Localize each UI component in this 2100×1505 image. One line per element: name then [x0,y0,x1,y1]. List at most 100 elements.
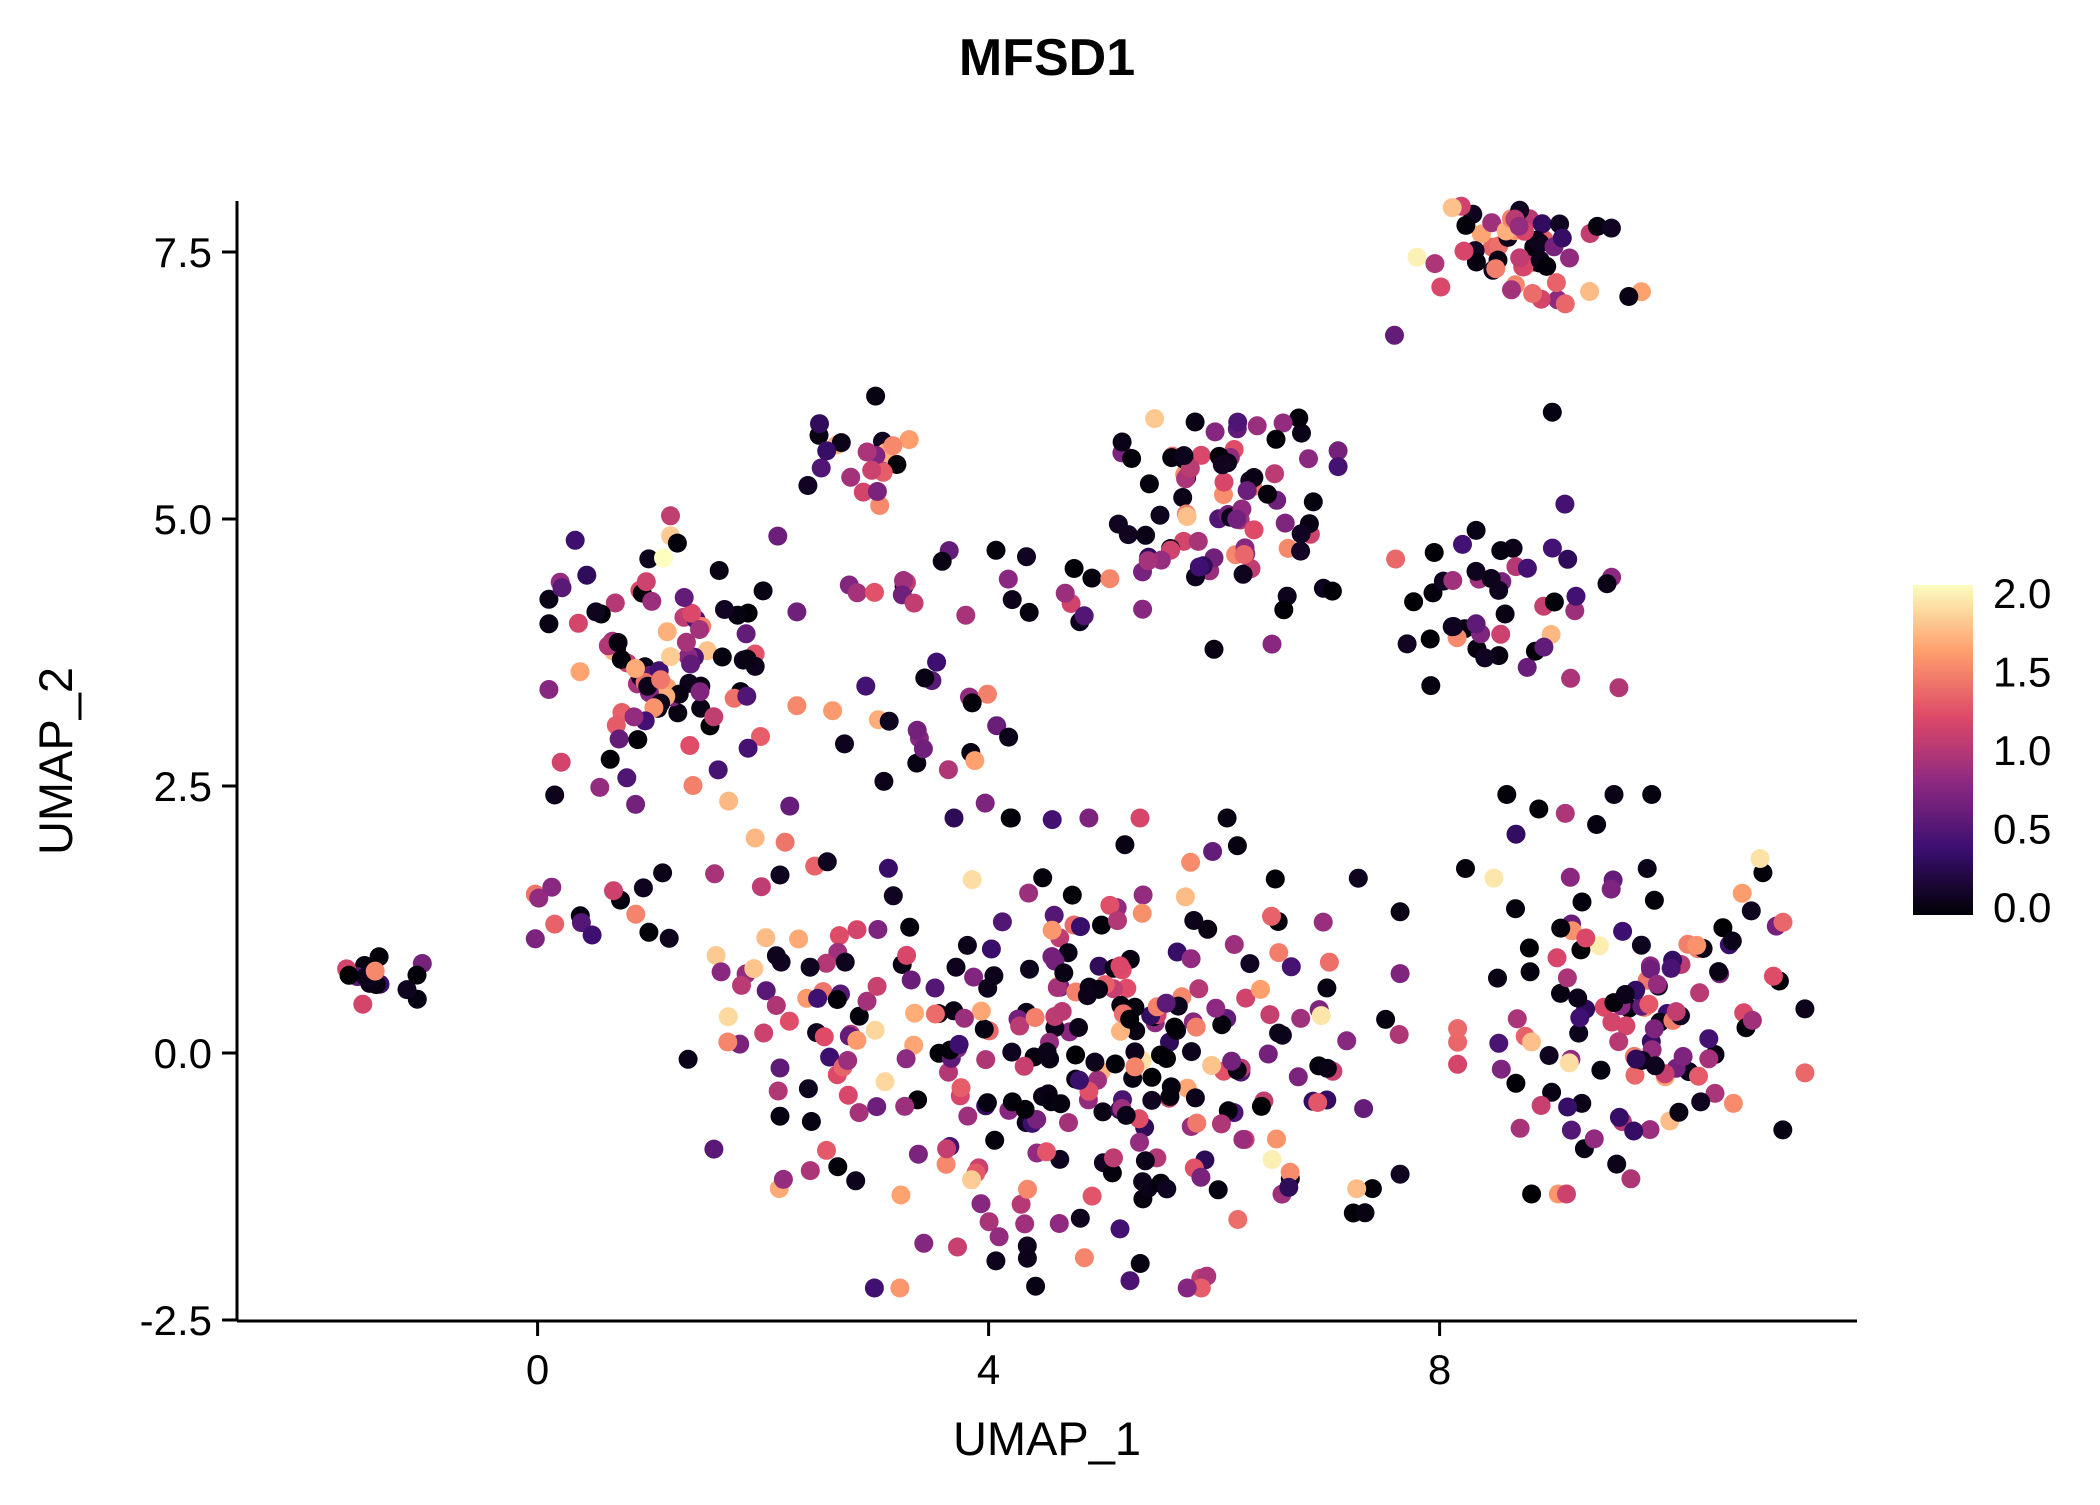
data-point [678,1049,698,1069]
data-point [706,946,726,965]
data-point [1042,947,1062,967]
data-point [1266,429,1286,449]
data-point [1133,885,1153,905]
data-point [1267,1129,1286,1149]
data-point [1753,863,1773,883]
data-point [1138,551,1158,571]
data-point [775,832,795,852]
data-point [857,991,877,1011]
data-point [1222,1051,1242,1071]
data-point [708,760,728,780]
data-point [1062,885,1082,905]
data-point [657,622,677,642]
data-point [353,994,373,1014]
data-point [946,957,966,977]
data-point [867,1097,887,1117]
data-point [751,727,770,746]
data-point [865,582,884,602]
data-point [1174,446,1194,466]
data-point [1135,1151,1155,1171]
data-point [965,751,985,771]
data-point [1214,472,1234,492]
data-point [680,736,700,755]
data-point [1002,590,1022,610]
data-point [766,996,786,1015]
data-point [1647,974,1667,994]
data-point [1177,507,1197,526]
data-point [1317,978,1337,998]
data-point [1125,1057,1145,1077]
data-point [907,753,927,773]
data-point [780,796,800,816]
colorbar-bar [1913,585,1973,915]
data-point [1337,1031,1357,1051]
data-point [639,549,659,569]
data-point [624,707,644,727]
data-point [1042,810,1062,830]
data-point [1522,1032,1542,1052]
y-tick-label: 7.5 [154,229,212,276]
data-point [1591,1060,1611,1080]
data-point [1291,524,1311,544]
data-point [705,864,725,884]
data-point [1317,1058,1337,1078]
data-point [862,460,882,480]
data-point [1404,592,1424,612]
data-point [1265,464,1285,484]
data-point [768,526,788,546]
data-point [1795,999,1815,1019]
data-point [1466,520,1486,540]
data-point [545,914,565,934]
data-point [1456,859,1475,878]
data-point [1506,899,1525,919]
data-point [1151,1045,1170,1065]
data-point [1000,808,1020,828]
data-point [1074,1248,1094,1268]
data-point [1587,216,1607,236]
data-point [1262,1150,1282,1169]
data-point [1269,1023,1289,1043]
data-point [914,1233,934,1253]
data-point [1482,213,1502,233]
data-point [1466,252,1486,272]
data-point [1303,492,1323,512]
data-point [1055,583,1075,603]
data-point [891,1185,911,1205]
data-point [798,476,818,495]
data-point [1420,629,1440,649]
data-point [1425,254,1445,274]
x-tick-label: 8 [1428,1346,1451,1393]
data-point [823,701,843,721]
data-point [582,925,602,945]
data-point [1188,531,1208,551]
data-point [1523,284,1543,303]
data-point [1182,1042,1201,1062]
data-point [998,569,1018,589]
data-point [1537,256,1557,276]
data-point [908,1144,928,1164]
data-point [1130,808,1150,828]
data-point [853,482,873,502]
data-point [1019,883,1039,903]
data-point [751,877,771,897]
data-point [617,768,637,788]
data-point [1228,412,1248,432]
data-point [1354,1099,1374,1119]
data-point [904,593,924,613]
data-point [1105,1054,1125,1074]
data-point [1139,474,1159,494]
data-point [639,922,659,942]
data-point [1601,218,1621,238]
data-point [1100,895,1120,915]
data-point [897,945,917,965]
data-point [690,682,710,702]
data-point [1569,1023,1589,1043]
chart-title: MFSD1 [959,29,1135,87]
data-point [586,602,606,622]
data-point [1177,1278,1197,1298]
data-point [1145,409,1165,429]
data-point [542,877,562,897]
colorbar: 2.0 1.5 1.0 0.5 0.0 [1913,570,2051,931]
data-point [1227,509,1247,529]
data-point [1240,954,1260,974]
